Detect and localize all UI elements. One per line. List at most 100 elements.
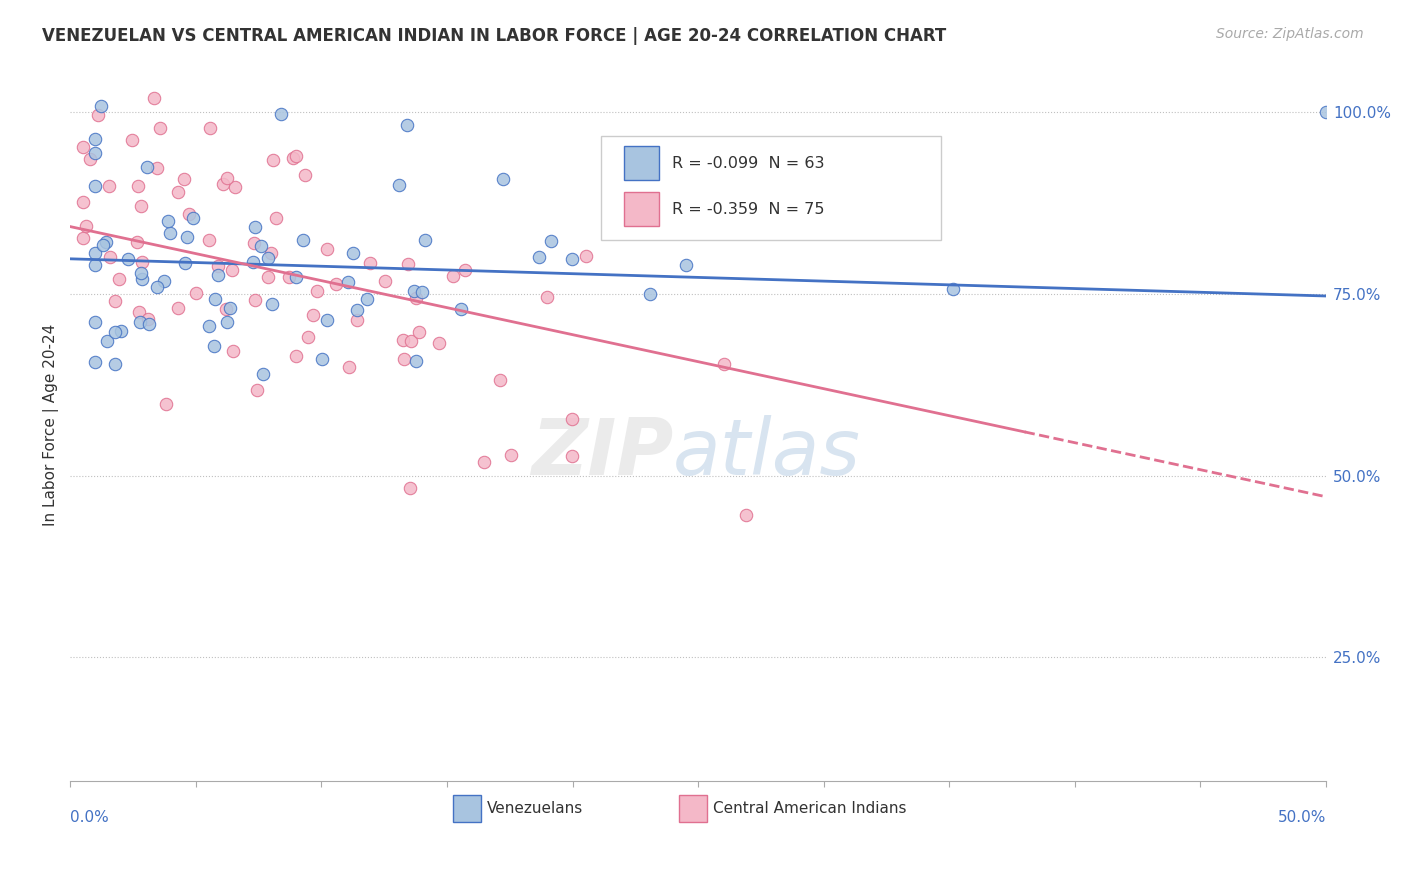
Point — [243, 236, 266, 251]
Point — [104, 325, 127, 339]
Point — [173, 256, 195, 270]
Point — [79, 152, 101, 166]
Point — [284, 269, 307, 284]
Point — [131, 272, 153, 286]
Point — [222, 344, 245, 359]
Point — [155, 397, 177, 411]
Point — [167, 186, 190, 200]
Point — [110, 324, 132, 338]
Point — [492, 172, 515, 186]
Point — [204, 292, 226, 306]
Point — [488, 373, 510, 387]
Point — [499, 448, 522, 462]
Point — [96, 334, 118, 348]
Text: ZIP: ZIP — [531, 416, 673, 491]
Point — [242, 255, 264, 269]
Point — [311, 352, 333, 367]
Bar — [453, 796, 481, 822]
Point — [136, 311, 159, 326]
Text: Venezuelans: Venezuelans — [486, 801, 583, 816]
Point — [260, 245, 283, 260]
Bar — [679, 796, 707, 822]
Point — [408, 325, 430, 339]
Text: 50.0%: 50.0% — [1278, 810, 1326, 824]
Point — [128, 315, 150, 329]
Point — [103, 357, 125, 371]
Point — [221, 263, 243, 277]
Point — [177, 207, 200, 221]
Point — [153, 275, 176, 289]
Point — [215, 302, 238, 317]
Point — [399, 334, 422, 348]
Point — [316, 313, 339, 327]
Point — [405, 292, 427, 306]
Point — [121, 133, 143, 147]
Point — [337, 360, 360, 375]
Point — [1315, 105, 1337, 120]
Point — [472, 455, 495, 469]
Point — [307, 284, 329, 298]
Point — [316, 242, 339, 256]
Point — [198, 318, 221, 333]
Point — [98, 250, 121, 264]
Point — [128, 304, 150, 318]
Point — [294, 169, 316, 183]
Point — [561, 411, 583, 425]
Point — [149, 121, 172, 136]
Point — [291, 233, 314, 247]
Point — [413, 233, 436, 247]
Point — [249, 238, 271, 252]
Point — [278, 270, 301, 285]
Point — [166, 301, 188, 315]
Point — [72, 231, 94, 245]
Point — [198, 120, 221, 135]
Point — [427, 336, 450, 351]
Point — [173, 172, 195, 186]
Point — [176, 230, 198, 244]
Point — [346, 313, 368, 327]
Bar — [624, 146, 659, 180]
Point — [256, 270, 278, 285]
Point — [640, 287, 662, 301]
Point — [536, 290, 558, 304]
Point — [138, 317, 160, 331]
Point — [207, 260, 229, 274]
Point — [266, 211, 288, 226]
Point — [84, 178, 107, 193]
Point — [391, 333, 413, 347]
Point — [129, 266, 152, 280]
Point — [159, 226, 181, 240]
Point — [96, 235, 118, 249]
Point — [125, 235, 148, 249]
Point — [84, 146, 107, 161]
Point — [72, 140, 94, 154]
Point — [104, 294, 127, 309]
Point — [342, 246, 364, 260]
Text: Central American Indians: Central American Indians — [713, 801, 907, 816]
Point — [181, 211, 204, 226]
Text: Source: ZipAtlas.com: Source: ZipAtlas.com — [1216, 27, 1364, 41]
Point — [262, 153, 284, 167]
Point — [146, 280, 169, 294]
Point — [374, 274, 396, 288]
FancyBboxPatch shape — [602, 136, 941, 240]
Point — [84, 246, 107, 260]
Point — [540, 235, 562, 249]
Point — [224, 180, 246, 194]
Point — [257, 251, 280, 265]
Point — [281, 151, 304, 165]
Text: atlas: atlas — [673, 416, 860, 491]
Point — [454, 263, 477, 277]
Point — [336, 276, 359, 290]
Point — [252, 368, 274, 382]
Point — [675, 258, 697, 272]
Point — [359, 256, 381, 270]
Text: R = -0.359  N = 75: R = -0.359 N = 75 — [672, 202, 824, 217]
Point — [395, 119, 418, 133]
Point — [108, 272, 131, 286]
Point — [218, 301, 240, 315]
Point — [212, 178, 235, 192]
Point — [84, 258, 107, 272]
Point — [735, 508, 758, 522]
Point — [284, 349, 307, 363]
